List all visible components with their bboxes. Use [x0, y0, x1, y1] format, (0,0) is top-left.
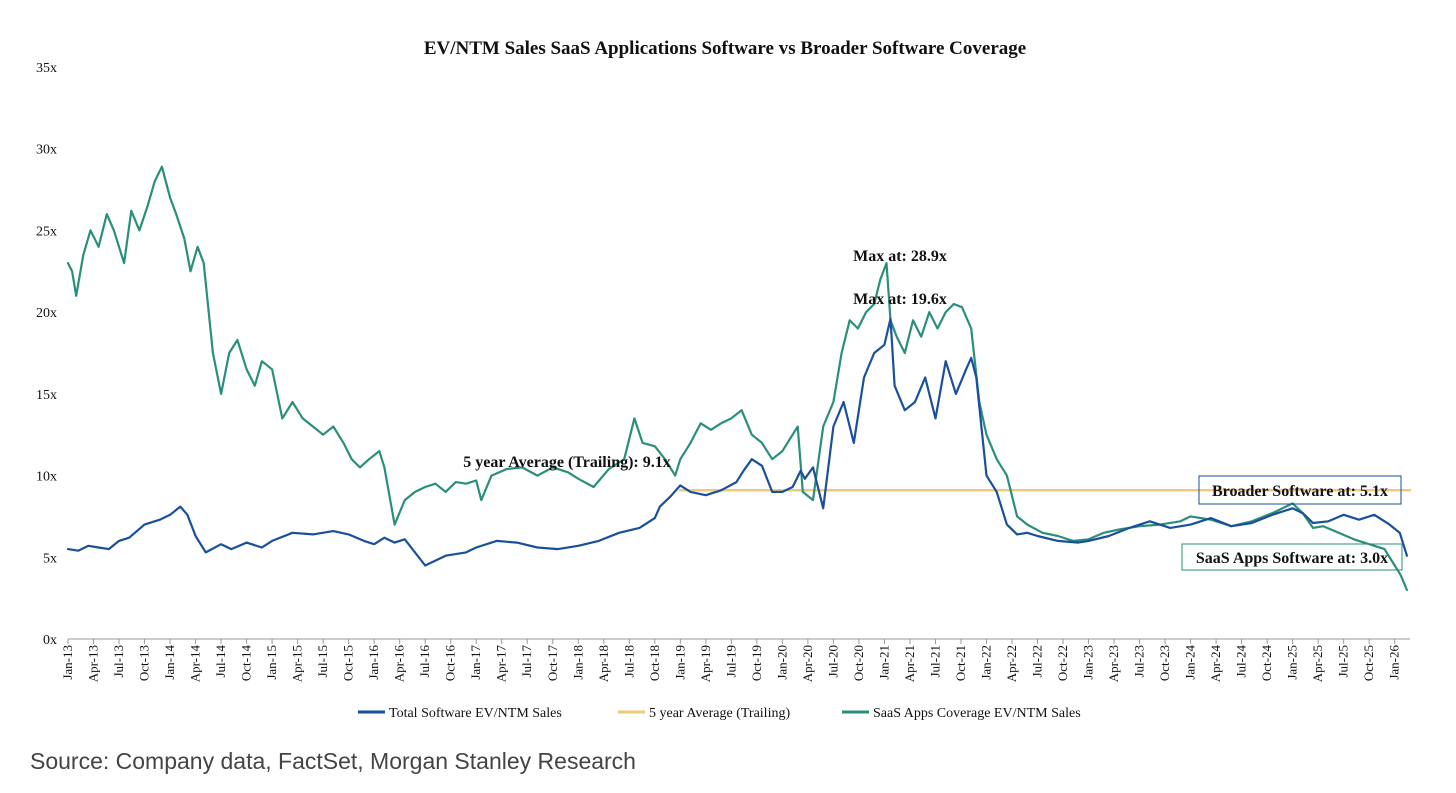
x-tick-label: Jan-16 — [366, 645, 381, 680]
x-tick-label: Oct-14 — [239, 645, 254, 682]
x-tick-label: Jan-18 — [570, 645, 585, 680]
annotation-max-total: Max at: 19.6x — [853, 291, 947, 308]
x-tick-label: Oct-15 — [341, 645, 356, 681]
y-tick-label: 25x — [36, 224, 57, 239]
series-lines — [66, 165, 1412, 592]
y-axis: 0x 5x 10x 15x 20x 25x 30x 35x — [36, 61, 57, 648]
x-tick-label: Oct-19 — [749, 645, 764, 681]
x-tick-label: Oct-16 — [443, 645, 458, 682]
x-tick-label: Apr-15 — [290, 645, 305, 682]
annotation-max-saas: Max at: 28.9x — [853, 248, 947, 265]
series-line-saas-apps — [66, 165, 1409, 592]
legend-label-saas: SaaS Apps Coverage EV/NTM Sales — [873, 706, 1081, 721]
y-tick-label: 5x — [43, 551, 57, 566]
x-tick-label: Oct-24 — [1259, 645, 1274, 682]
x-tick-label: Jan-15 — [264, 645, 279, 680]
x-tick-label: Apr-13 — [86, 645, 101, 682]
annotation-broader-software: Broader Software at: 5.1x — [1212, 483, 1388, 500]
x-tick-label: Apr-23 — [1106, 645, 1121, 682]
annotation-saas-software: SaaS Apps Software at: 3.0x — [1196, 550, 1388, 567]
x-tick-label: Jan-21 — [876, 645, 891, 680]
y-tick-label: 15x — [36, 388, 57, 403]
x-tick-label: Jul-21 — [927, 645, 942, 678]
x-tick-label: Jul-16 — [417, 645, 432, 678]
series-line-total-software — [66, 317, 1409, 567]
x-tick-label: Jul-20 — [825, 645, 840, 678]
chart-title: EV/NTM Sales SaaS Applications Software … — [424, 38, 1026, 59]
x-tick-label: Jan-13 — [60, 645, 75, 680]
y-tick-label: 0x — [43, 633, 57, 648]
x-tick-label: Apr-14 — [188, 645, 203, 683]
x-tick-label: Jul-15 — [315, 645, 330, 678]
x-tick-label: Apr-25 — [1310, 645, 1325, 682]
annotation-saas-box — [1181, 543, 1403, 571]
x-tick-label: Oct-22 — [1055, 645, 1070, 681]
x-tick-label: Jan-17 — [468, 645, 483, 680]
x-tick-label: Apr-16 — [392, 645, 407, 683]
x-tick-label: Oct-25 — [1361, 645, 1376, 681]
y-tick-label: 35x — [36, 61, 57, 76]
x-tick-label: Oct-18 — [647, 645, 662, 681]
x-tick-label: Apr-20 — [800, 645, 815, 682]
x-tick-label: Jan-22 — [978, 645, 993, 680]
x-tick-label: Jul-18 — [621, 645, 636, 678]
x-tick-label: Apr-18 — [596, 645, 611, 682]
x-tick-label: Jan-24 — [1183, 645, 1198, 680]
chart: EV/NTM Sales SaaS Applications Software … — [36, 38, 1412, 721]
x-tick-label: Jul-19 — [723, 645, 738, 678]
x-tick-label: Oct-17 — [545, 645, 560, 682]
x-tick-label: Apr-22 — [1004, 645, 1019, 682]
x-tick-label: Jan-14 — [162, 645, 177, 680]
x-tick-label: Jan-20 — [774, 645, 789, 680]
x-axis: Jan-13 Apr-13 Jul-13 Oct-13 Jan-14 Apr-14 Jul-… — [60, 638, 1410, 683]
x-tick-label: Apr-19 — [698, 645, 713, 682]
x-tick-label: Jan-25 — [1285, 645, 1300, 680]
annotation-broader-box — [1198, 475, 1402, 505]
x-tick-label: Jul-14 — [213, 645, 228, 678]
x-tick-label: Oct-21 — [953, 645, 968, 681]
annotation-five-year-average: 5 year Average (Trailing): 9.1x — [463, 454, 671, 471]
legend-label-total: Total Software EV/NTM Sales — [389, 706, 562, 721]
x-tick-label: Jul-24 — [1234, 645, 1249, 678]
y-tick-label: 20x — [36, 306, 57, 321]
x-tick-label: Jul-25 — [1336, 645, 1351, 678]
x-tick-label: Jan-19 — [672, 645, 687, 680]
x-tick-label: Jan-26 — [1387, 645, 1402, 680]
x-tick-label: Jul-13 — [111, 645, 126, 678]
legend: Total Software EV/NTM Sales 5 year Avera… — [358, 706, 1081, 721]
x-tick-label: Apr-21 — [902, 645, 917, 682]
x-tick-label: Jul-17 — [519, 645, 534, 678]
x-tick-label: Jul-23 — [1132, 645, 1147, 678]
x-tick-label: Jul-22 — [1030, 645, 1045, 678]
x-tick-label: Apr-17 — [494, 645, 509, 683]
x-tick-label: Oct-20 — [851, 645, 866, 681]
y-tick-label: 10x — [36, 470, 57, 485]
x-tick-label: Oct-13 — [137, 645, 152, 681]
x-tick-label: Apr-24 — [1208, 645, 1223, 683]
annotations: Max at: 28.9x Max at: 19.6x 5 year Avera… — [463, 248, 1403, 571]
x-tick-label: Oct-23 — [1157, 645, 1172, 681]
y-tick-label: 30x — [36, 143, 57, 158]
legend-label-average: 5 year Average (Trailing) — [649, 706, 790, 721]
x-tick-label: Jan-23 — [1081, 645, 1096, 680]
source-note: Source: Company data, FactSet, Morgan St… — [30, 748, 636, 774]
